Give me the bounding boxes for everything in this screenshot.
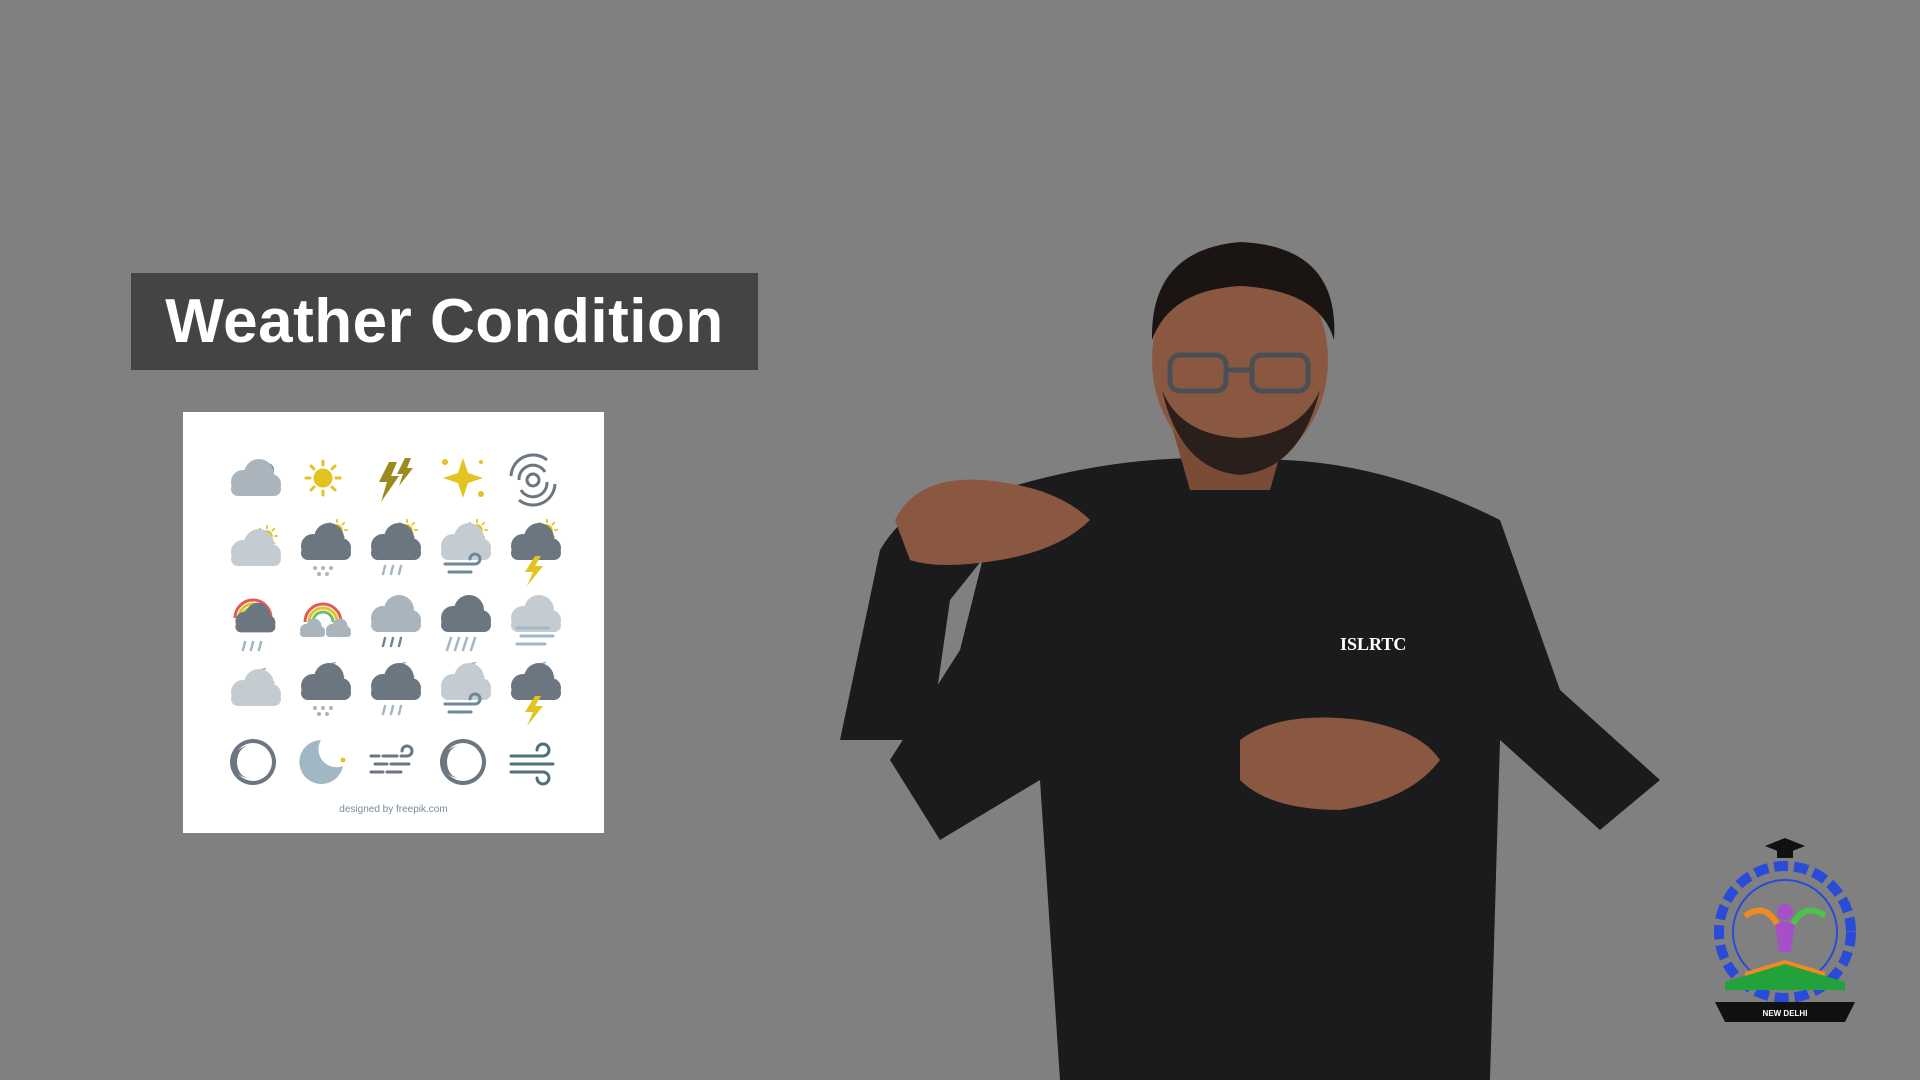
fog-icon [511, 595, 561, 646]
presenter-beard [1162, 390, 1320, 475]
islrtc-logo: NEW DELHI [1714, 838, 1856, 1022]
ribbon-banner [1715, 1002, 1855, 1022]
credit-text: designed by freepik.com [339, 804, 448, 815]
storm-night-icon [511, 661, 561, 726]
rainbow-cloud-icon [300, 602, 351, 637]
wind-night-icon [441, 661, 491, 714]
wind-day-icon [441, 518, 491, 574]
glasses-icon [1167, 352, 1311, 394]
sun-icon [304, 459, 342, 497]
presenter-head [1152, 252, 1328, 468]
snow-night-icon [301, 661, 351, 716]
sparkle-icon [442, 458, 484, 498]
partly-cloudy-day-icon [231, 524, 281, 566]
presenter-raised-arm [840, 508, 990, 740]
rainbow-rain-icon [233, 598, 276, 652]
weather-icon-grid [230, 453, 561, 786]
title-banner: Weather Condition [131, 273, 758, 370]
hands-emblem-icon [1743, 904, 1827, 952]
presenter-raised-hand [895, 479, 1090, 565]
shirt-logo-text: ISLRTC [1340, 634, 1406, 654]
wind-icon [509, 742, 555, 786]
rain-icon [371, 595, 421, 648]
snow-day-icon [301, 518, 351, 576]
presenter-hair [1151, 242, 1335, 340]
weather-icon-card: designed by freepik.com [183, 412, 604, 833]
partly-cloudy-night-icon [231, 667, 281, 706]
cyclone-icon [509, 453, 557, 507]
presenter-lower-hand [1240, 717, 1440, 810]
moon-icon [230, 739, 276, 785]
storm-day-icon [511, 518, 561, 586]
presenter-figure: ISLRTC [840, 242, 1660, 1080]
moon-outline-icon [440, 739, 486, 785]
graduation-cap-icon [1765, 838, 1805, 858]
rain-day-icon [371, 518, 421, 576]
wind-gust-icon [369, 744, 414, 774]
book-icon [1725, 960, 1845, 990]
logo-caption: NEW DELHI [1763, 1009, 1808, 1018]
slide-title: Weather Condition [165, 287, 724, 356]
rain-night-icon [371, 661, 421, 716]
cloud-sun-icon [231, 459, 281, 496]
heavy-rain-icon [441, 595, 491, 652]
crescent-moon-icon [299, 740, 346, 784]
lightning-icon [379, 458, 413, 502]
